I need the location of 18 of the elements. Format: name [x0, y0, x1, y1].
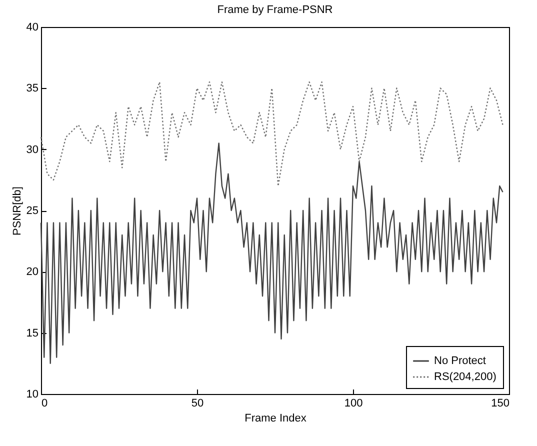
x-axis-title: Frame Index — [244, 412, 307, 424]
line-series — [40, 81, 504, 187]
y-tick-label: 35 — [26, 82, 38, 95]
y-tick-label: 10 — [26, 388, 38, 400]
y-tick-label: 20 — [26, 266, 38, 278]
x-tick-label: 50 — [191, 398, 204, 410]
legend-label: No Protect — [434, 355, 486, 367]
line-series — [40, 142, 504, 364]
y-tick-label: 25 — [26, 205, 38, 217]
y-axis-title: PSNR[db] — [11, 186, 24, 236]
chart-title: Frame by Frame-PSNR — [217, 4, 333, 16]
y-tick-label: 30 — [26, 144, 38, 156]
legend-label: RS(204,200) — [434, 371, 496, 383]
y-tick-label: 40 — [26, 22, 38, 34]
y-tick-label: 15 — [26, 327, 38, 340]
x-tick-label: 100 — [344, 398, 363, 410]
x-tick-label: 150 — [491, 398, 510, 410]
x-tick-label: 0 — [42, 398, 48, 410]
